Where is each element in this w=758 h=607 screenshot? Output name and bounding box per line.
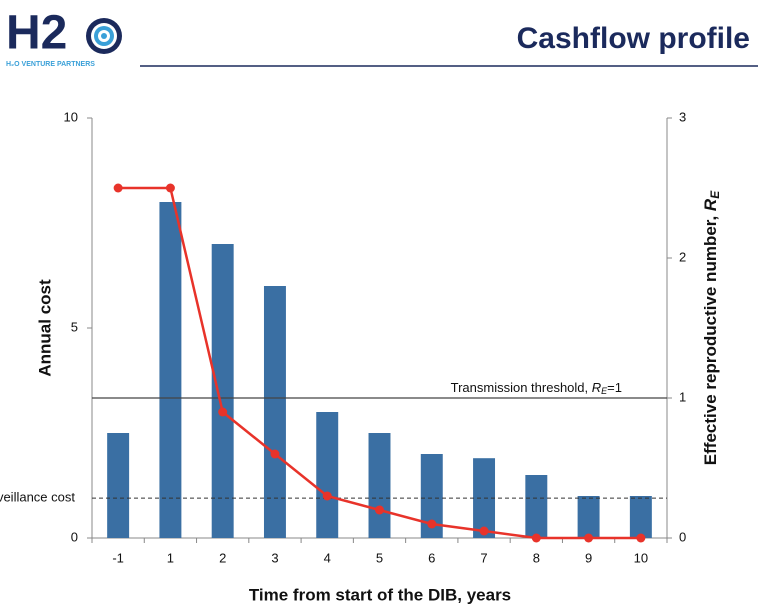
x-tick-label: -1 bbox=[112, 550, 124, 565]
x-tick-label: 9 bbox=[585, 550, 592, 565]
x-tick-label: 1 bbox=[167, 550, 174, 565]
bar bbox=[263, 286, 286, 538]
y2-tick-label: 0 bbox=[679, 529, 686, 544]
line-marker bbox=[584, 533, 594, 543]
y-axis-label: Annual cost bbox=[35, 279, 54, 377]
x-tick-label: 8 bbox=[533, 550, 540, 565]
surveillance-label: Surveillance cost bbox=[0, 490, 75, 505]
line-marker bbox=[218, 407, 228, 417]
line-marker bbox=[427, 519, 437, 529]
x-tick-label: 5 bbox=[376, 550, 383, 565]
line-marker bbox=[479, 526, 489, 536]
threshold-suffix: =1 bbox=[607, 380, 622, 395]
y-tick-label: 10 bbox=[64, 109, 78, 124]
bar bbox=[577, 496, 600, 538]
threshold-subscript: E bbox=[601, 386, 608, 396]
y2-tick-label: 1 bbox=[679, 389, 686, 404]
logo-text: H2 bbox=[6, 7, 67, 60]
threshold-symbol: R bbox=[592, 380, 601, 395]
y2-tick-label: 2 bbox=[679, 249, 686, 264]
line-marker bbox=[113, 183, 123, 193]
x-tick-label: 4 bbox=[324, 550, 331, 565]
line-marker bbox=[531, 533, 541, 543]
bar bbox=[211, 244, 234, 538]
line-marker bbox=[270, 449, 280, 459]
bar bbox=[629, 496, 652, 538]
bar bbox=[159, 202, 182, 538]
bar bbox=[525, 475, 548, 538]
y2-label-text: Effective reproductive number, bbox=[701, 211, 720, 465]
x-tick-label: 7 bbox=[480, 550, 487, 565]
slide-title: Cashflow profile bbox=[517, 22, 750, 55]
x-tick-label: 6 bbox=[428, 550, 435, 565]
line-marker bbox=[322, 491, 332, 501]
y2-label-subscript: E bbox=[708, 190, 722, 199]
x-tick-label: 10 bbox=[634, 550, 648, 565]
line-marker bbox=[636, 533, 646, 543]
threshold-label: Transmission threshold, RE=1 bbox=[451, 380, 622, 396]
x-tick-label: 3 bbox=[271, 550, 278, 565]
bar bbox=[420, 454, 443, 538]
bar bbox=[107, 433, 130, 538]
x-tick-label: 2 bbox=[219, 550, 226, 565]
y2-axis-label: Effective reproductive number, RE bbox=[701, 190, 722, 465]
line-marker bbox=[165, 183, 175, 193]
threshold-text: Transmission threshold, bbox=[451, 380, 592, 395]
y-tick-label: 5 bbox=[71, 319, 78, 334]
y2-tick-label: 3 bbox=[679, 109, 686, 124]
line-marker bbox=[375, 505, 384, 515]
bar bbox=[316, 412, 339, 538]
bar bbox=[368, 433, 391, 538]
y-tick-label: 0 bbox=[71, 529, 78, 544]
logo-tagline: H₂O VENTURE PARTNERS bbox=[6, 61, 95, 68]
y2-label-symbol: R bbox=[701, 198, 720, 211]
x-axis-label: Time from start of the DIB, years bbox=[249, 585, 511, 604]
logo-mark bbox=[86, 18, 122, 54]
